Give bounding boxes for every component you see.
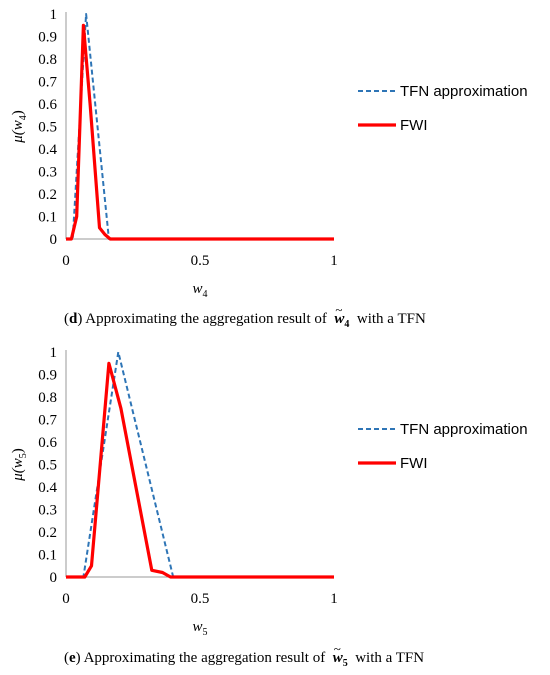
caption-letter: d — [69, 311, 78, 327]
y-tick-label: 0.3 — [38, 503, 57, 519]
y-tick-label: 0.2 — [38, 525, 57, 541]
caption-prefix: ) Approximating the aggregation result o… — [75, 650, 326, 666]
y-axis-label: μ(w4) — [10, 110, 29, 144]
x-tick-label: 1 — [330, 591, 338, 607]
y-tick-label: 0.3 — [38, 165, 57, 181]
series-line-tfn — [66, 13, 334, 240]
legend-label: TFN approximation — [400, 421, 528, 438]
y-tick-label: 0.7 — [38, 413, 57, 429]
y-tick-label: 0.6 — [38, 97, 57, 113]
y-tick-label: 0.5 — [38, 120, 57, 136]
x-tick-label: 0 — [62, 591, 70, 607]
y-tick-label: 0.8 — [38, 390, 57, 406]
caption-var: ~ w5 — [332, 641, 348, 669]
y-tick-label: 0.2 — [38, 187, 57, 203]
caption-var: ~ w4 — [334, 302, 350, 330]
y-tick-label: 0.1 — [38, 548, 57, 564]
y-tick-label: 0.4 — [38, 480, 57, 496]
caption-prefix: ) Approximating the aggregation result o… — [77, 311, 327, 327]
x-tick-label: 0.5 — [191, 253, 210, 269]
chart-panel-e: 0 0.1 0.2 0.3 0.4 0.5 0.6 0.7 0.8 0.9 1 0 0.5 1 w5 μ(w5… — [0, 338, 550, 675]
caption-suffix: with a TFN — [355, 650, 425, 666]
chart-d: 0 0.1 0.2 0.3 0.4 0.5 0.6 0.7 0.8 0.9 1 0 0.5 1 w4 μ(w4… — [10, 7, 528, 300]
x-tick-label: 1 — [330, 253, 338, 269]
series-line-fwi — [66, 361, 334, 579]
caption-letter: e — [69, 650, 76, 666]
y-tick-label: 0.7 — [38, 75, 57, 91]
y-tick-label: 0.9 — [38, 368, 57, 384]
y-tick-label: 0 — [50, 232, 58, 248]
caption-suffix: with a TFN — [356, 311, 426, 327]
legend-label: FWI — [400, 117, 428, 134]
x-axis-label: w5 — [192, 619, 207, 638]
legend-label: TFN approximation — [400, 83, 528, 100]
x-tick-label: 0.5 — [191, 591, 210, 607]
y-tick-label: 0.5 — [38, 458, 57, 474]
y-tick-label: 0.4 — [38, 142, 57, 158]
series-line-fwi — [66, 23, 334, 241]
y-tick-label: 0.9 — [38, 30, 57, 46]
x-tick-label: 0 — [62, 253, 70, 269]
y-tick-label: 0.1 — [38, 210, 57, 226]
x-axis-label: w4 — [192, 281, 207, 300]
y-tick-label: 0.6 — [38, 435, 57, 451]
y-tick-label: 1 — [50, 7, 58, 23]
chart-panel-d: 0 0.1 0.2 0.3 0.4 0.5 0.6 0.7 0.8 0.9 1 0 0.5 1 w4 μ(w4… — [10, 7, 528, 330]
caption-d: (d) Approximating the aggregation result… — [64, 302, 426, 330]
caption-e: (e) Approximating the aggregation result… — [64, 641, 425, 669]
y-tick-label: 1 — [50, 345, 58, 361]
chart-e: 0 0.1 0.2 0.3 0.4 0.5 0.6 0.7 0.8 0.9 1 0 0.5 1 w5 μ(w5… — [10, 345, 528, 638]
y-axis-label: μ(w5) — [10, 448, 29, 482]
legend-label: FWI — [400, 455, 428, 472]
y-tick-label: 0 — [50, 570, 58, 586]
y-tick-label: 0.8 — [38, 52, 57, 68]
